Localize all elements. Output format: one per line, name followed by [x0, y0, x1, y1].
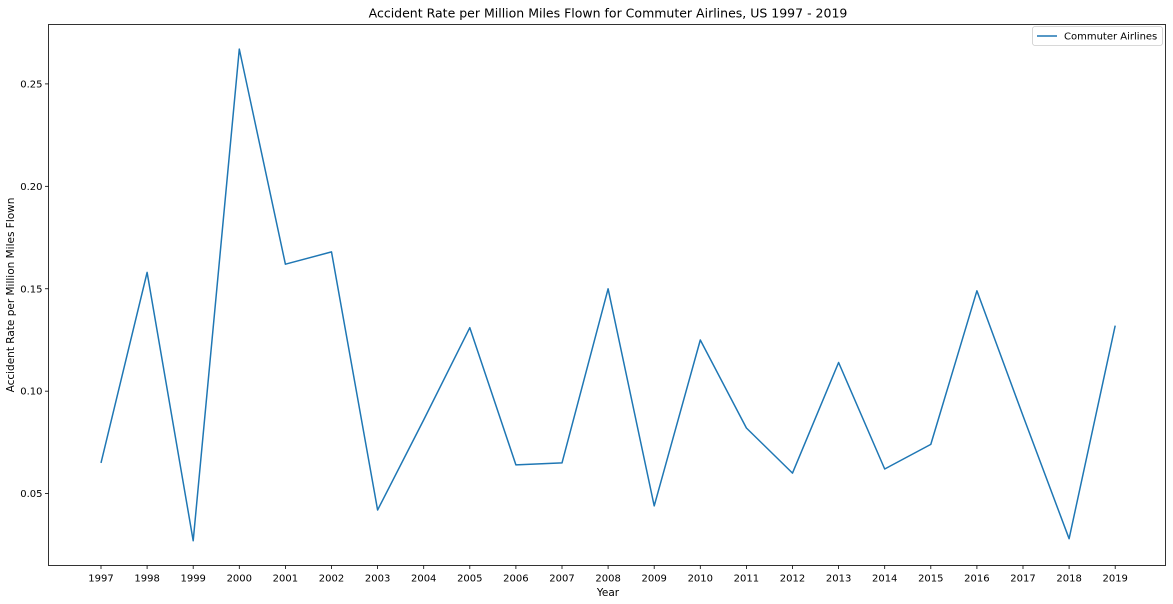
x-tick-label: 2002 — [319, 574, 344, 585]
y-tick-label: 0.10 — [20, 387, 42, 398]
x-tick-label: 2011 — [734, 574, 759, 585]
data-point — [1114, 324, 1116, 326]
x-tick-label: 2010 — [688, 574, 713, 585]
data-point — [653, 505, 655, 507]
data-point — [192, 540, 194, 542]
x-tick-label: 2015 — [918, 574, 943, 585]
data-point — [745, 427, 747, 429]
x-tick-label: 2014 — [872, 574, 897, 585]
x-tick-label: 2012 — [780, 574, 805, 585]
data-point — [515, 464, 517, 466]
x-tick-label: 2016 — [964, 574, 989, 585]
data-point — [284, 263, 286, 265]
data-point — [791, 472, 793, 474]
x-tick-label: 2013 — [826, 574, 851, 585]
data-point — [607, 288, 609, 290]
data-point — [146, 271, 148, 273]
data-point — [100, 462, 102, 464]
x-tick-label: 2005 — [457, 574, 482, 585]
data-point — [837, 361, 839, 363]
x-tick-label: 2018 — [1056, 574, 1081, 585]
x-tick-label: 2007 — [549, 574, 574, 585]
chart-title: Accident Rate per Million Miles Flown fo… — [369, 6, 848, 21]
x-axis-label: Year — [596, 587, 620, 599]
legend-box — [1032, 26, 1163, 46]
legend: Commuter Airlines — [1032, 26, 1163, 46]
x-tick-label: 2003 — [365, 574, 390, 585]
x-tick-label: 2017 — [1010, 574, 1035, 585]
y-tick-label: 0.20 — [20, 182, 42, 193]
y-axis: 0.05 0.10 0.15 0.20 0.25 — [20, 79, 49, 500]
x-tick-label: 1997 — [88, 574, 113, 585]
data-point — [1022, 415, 1024, 417]
data-point — [376, 509, 378, 511]
x-tick-label: 2006 — [503, 574, 528, 585]
x-tick-label: 1998 — [134, 574, 159, 585]
data-point — [884, 468, 886, 470]
x-tick-label: 2019 — [1102, 574, 1127, 585]
data-point — [976, 290, 978, 292]
data-point — [1068, 537, 1070, 539]
x-tick-label: 1999 — [180, 574, 205, 585]
data-point — [423, 419, 425, 421]
data-point — [469, 326, 471, 328]
data-point — [561, 462, 563, 464]
data-point — [238, 48, 240, 50]
x-tick-label: 2009 — [641, 574, 666, 585]
y-axis-label: Accident Rate per Million Miles Flown — [5, 198, 17, 393]
x-tick-label: 2000 — [227, 574, 252, 585]
data-point — [330, 251, 332, 253]
y-tick-label: 0.05 — [20, 489, 42, 500]
legend-label-commuter-airlines: Commuter Airlines — [1064, 32, 1157, 43]
data-point — [699, 339, 701, 341]
series-line-commuter-airlines — [100, 48, 1116, 542]
y-tick-label: 0.25 — [20, 79, 42, 90]
data-point — [930, 443, 932, 445]
x-axis: 1997 1998 1999 2000 2001 2002 2003 2004 2005 2006… — [88, 565, 1128, 585]
x-tick-label: 2004 — [411, 574, 436, 585]
series-layer — [100, 48, 1116, 542]
y-tick-label: 0.15 — [20, 284, 42, 295]
x-tick-label: 2001 — [273, 574, 298, 585]
x-tick-label: 2008 — [595, 574, 620, 585]
